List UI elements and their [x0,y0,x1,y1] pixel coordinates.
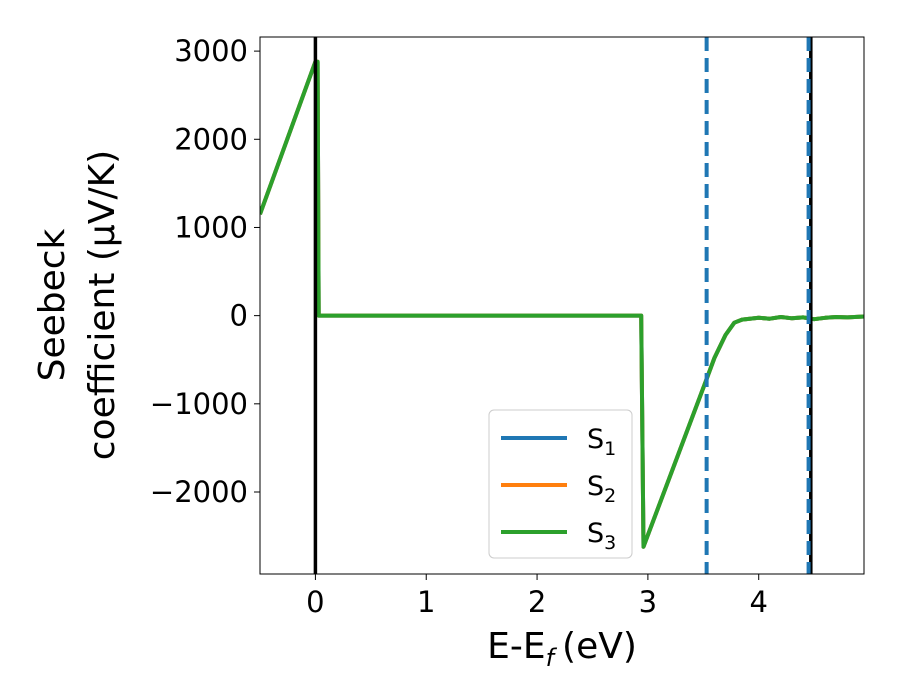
x-tick-label: 1 [417,585,435,619]
y-tick-label: 1000 [174,210,248,244]
x-tick-label: 0 [306,585,324,619]
y-tick-label: 2000 [174,122,248,156]
y-tick-label: −2000 [150,475,248,509]
y-tick-label: 3000 [174,34,248,68]
legend: S1 S2 S3 [488,409,633,559]
x-tick-label: 3 [639,585,657,619]
legend-label-1: S1 [587,424,616,460]
y-axis-label-line1: Seebeck [32,228,73,381]
series-layer [260,59,864,549]
x-axis-ticks: 0 1 2 3 4 [306,574,768,619]
y-axis-label-line2: coefficient (μV/K) [82,150,123,460]
vline-layer [313,37,813,574]
y-tick-label: −1000 [150,387,248,421]
x-tick-label: 2 [528,585,546,619]
legend-label-2: S2 [587,471,616,507]
y-axis-ticks: −2000 −1000 0 1000 2000 3000 [150,34,260,509]
y-tick-label: 0 [230,299,248,333]
plot-frame [259,36,865,575]
plot-area [260,37,864,574]
x-tick-label: 4 [749,585,767,619]
legend-label-3: S3 [587,518,616,554]
series-line-3 [260,59,864,549]
x-axis-label: E-Ef (eV) [487,626,637,672]
